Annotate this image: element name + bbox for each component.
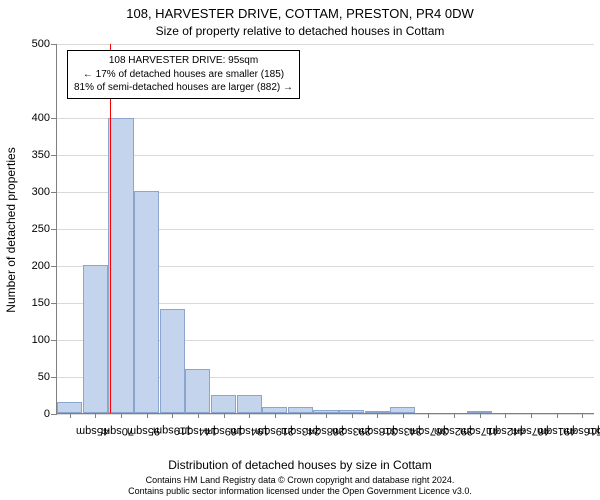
histogram-bar (160, 309, 185, 413)
y-tick (51, 118, 57, 119)
x-axis-title: Distribution of detached houses by size … (0, 458, 600, 472)
histogram-bar (185, 369, 210, 413)
annotation-box: 108 HARVESTER DRIVE: 95sqm ← 17% of deta… (67, 50, 300, 99)
x-tick (224, 413, 225, 418)
x-tick (121, 413, 122, 418)
x-tick (352, 413, 353, 418)
x-tick (480, 413, 481, 418)
chart-subtitle: Size of property relative to detached ho… (0, 24, 600, 38)
x-tick (403, 413, 404, 418)
x-tick (275, 413, 276, 418)
x-tick (505, 413, 506, 418)
y-tick-label: 150 (10, 297, 50, 309)
histogram-bar (467, 411, 492, 413)
x-tick (326, 413, 327, 418)
x-tick (198, 413, 199, 418)
y-tick-label: 500 (10, 38, 50, 50)
histogram-bar (57, 402, 82, 413)
y-tick-label: 200 (10, 260, 50, 272)
histogram-bar (288, 407, 313, 413)
histogram-bar (134, 191, 159, 413)
plot-area: 45sqm70sqm95sqm119sqm144sqm169sqm194sqm2… (56, 44, 594, 414)
gridline (57, 118, 594, 119)
x-tick (557, 413, 558, 418)
histogram-bar (237, 395, 262, 414)
histogram-bar (365, 411, 390, 413)
footer-credits: Contains HM Land Registry data © Crown c… (0, 475, 600, 497)
histogram-bar (108, 118, 133, 413)
x-tick (454, 413, 455, 418)
y-tick-label: 100 (10, 334, 50, 346)
x-tick (582, 413, 583, 418)
x-tick (300, 413, 301, 418)
x-tick (249, 413, 250, 418)
x-tick (70, 413, 71, 418)
annotation-line-3: 81% of semi-detached houses are larger (… (74, 81, 293, 95)
footer-line-2: Contains public sector information licen… (0, 486, 600, 497)
x-tick (147, 413, 148, 418)
y-tick (51, 377, 57, 378)
x-tick (531, 413, 532, 418)
footer-line-1: Contains HM Land Registry data © Crown c… (0, 475, 600, 486)
y-tick-label: 0 (10, 408, 50, 420)
y-tick (51, 266, 57, 267)
gridline (57, 44, 594, 45)
histogram-bar (390, 407, 415, 413)
histogram-bar (211, 395, 236, 414)
histogram-bar (339, 410, 364, 413)
x-tick (172, 413, 173, 418)
y-tick (51, 414, 57, 415)
y-tick (51, 192, 57, 193)
y-tick-label: 50 (10, 371, 50, 383)
histogram-bar (83, 265, 108, 413)
y-tick-label: 400 (10, 112, 50, 124)
histogram-bar (313, 410, 338, 413)
y-tick-label: 300 (10, 186, 50, 198)
annotation-line-2: ← 17% of detached houses are smaller (18… (74, 68, 293, 82)
y-tick (51, 229, 57, 230)
x-tick (377, 413, 378, 418)
y-tick (51, 44, 57, 45)
y-tick (51, 303, 57, 304)
y-tick-label: 350 (10, 149, 50, 161)
annotation-line-1: 108 HARVESTER DRIVE: 95sqm (74, 54, 293, 68)
x-tick (428, 413, 429, 418)
chart-title: 108, HARVESTER DRIVE, COTTAM, PRESTON, P… (0, 6, 600, 21)
x-tick (95, 413, 96, 418)
y-tick (51, 340, 57, 341)
histogram-bar (262, 407, 287, 413)
y-tick-label: 250 (10, 223, 50, 235)
gridline (57, 155, 594, 156)
y-tick (51, 155, 57, 156)
property-marker-line (110, 44, 111, 413)
